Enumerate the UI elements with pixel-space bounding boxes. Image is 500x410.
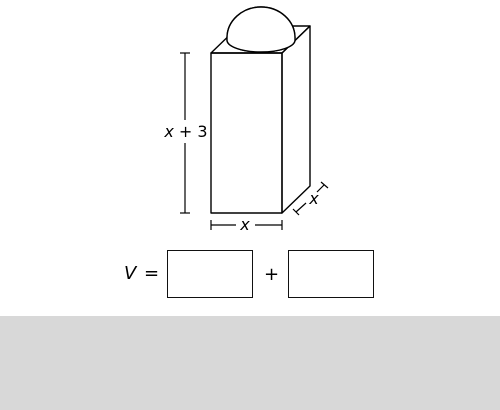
height-label: x + 3: [163, 122, 207, 141]
depth-label: x: [308, 189, 319, 208]
width-label: x: [239, 215, 250, 234]
footer-band: [0, 316, 500, 410]
answer-box-2[interactable]: [288, 250, 374, 298]
hemisphere: [226, 6, 296, 53]
plus-sign: +: [264, 264, 280, 285]
width-dimension: [210, 220, 283, 230]
answer-box-1[interactable]: [167, 250, 253, 298]
volume-variable: V: [124, 263, 137, 284]
prism-figure: x + 3 x x: [163, 6, 329, 234]
depth-dimension: [292, 181, 329, 216]
volume-equation: V = +: [0, 249, 500, 301]
height-label-rest: + 3: [174, 122, 208, 141]
prism-front-face: [210, 52, 283, 214]
height-dimension: [180, 52, 190, 214]
height-label-var: x: [163, 122, 174, 141]
prism-right-face: [281, 25, 311, 214]
equals-sign: =: [144, 263, 160, 284]
